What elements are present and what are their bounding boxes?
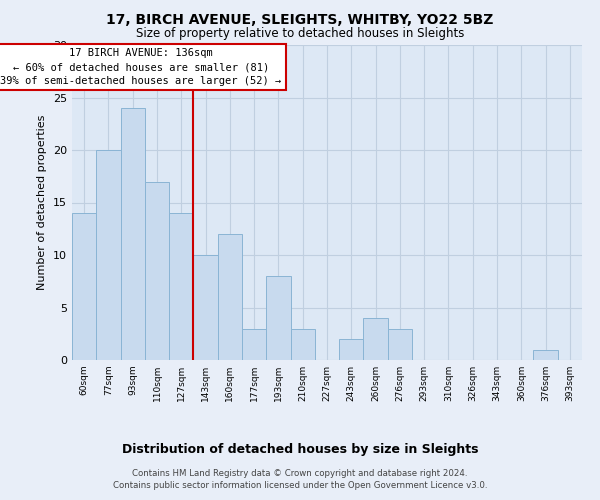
Text: Distribution of detached houses by size in Sleights: Distribution of detached houses by size …	[122, 442, 478, 456]
Bar	[364, 318, 388, 360]
Bar	[339, 339, 364, 360]
Bar	[290, 328, 315, 360]
Bar	[193, 255, 218, 360]
Bar	[169, 213, 193, 360]
Bar	[145, 182, 169, 360]
Bar	[96, 150, 121, 360]
Text: Contains HM Land Registry data © Crown copyright and database right 2024.
Contai: Contains HM Land Registry data © Crown c…	[113, 468, 487, 490]
Bar	[266, 276, 290, 360]
Text: 17, BIRCH AVENUE, SLEIGHTS, WHITBY, YO22 5BZ: 17, BIRCH AVENUE, SLEIGHTS, WHITBY, YO22…	[106, 12, 494, 26]
Bar	[218, 234, 242, 360]
Text: 17 BIRCH AVENUE: 136sqm
← 60% of detached houses are smaller (81)
39% of semi-de: 17 BIRCH AVENUE: 136sqm ← 60% of detache…	[0, 48, 281, 86]
Text: Size of property relative to detached houses in Sleights: Size of property relative to detached ho…	[136, 28, 464, 40]
Bar	[388, 328, 412, 360]
Y-axis label: Number of detached properties: Number of detached properties	[37, 115, 47, 290]
Bar	[121, 108, 145, 360]
Bar	[72, 213, 96, 360]
Bar	[242, 328, 266, 360]
Bar	[533, 350, 558, 360]
